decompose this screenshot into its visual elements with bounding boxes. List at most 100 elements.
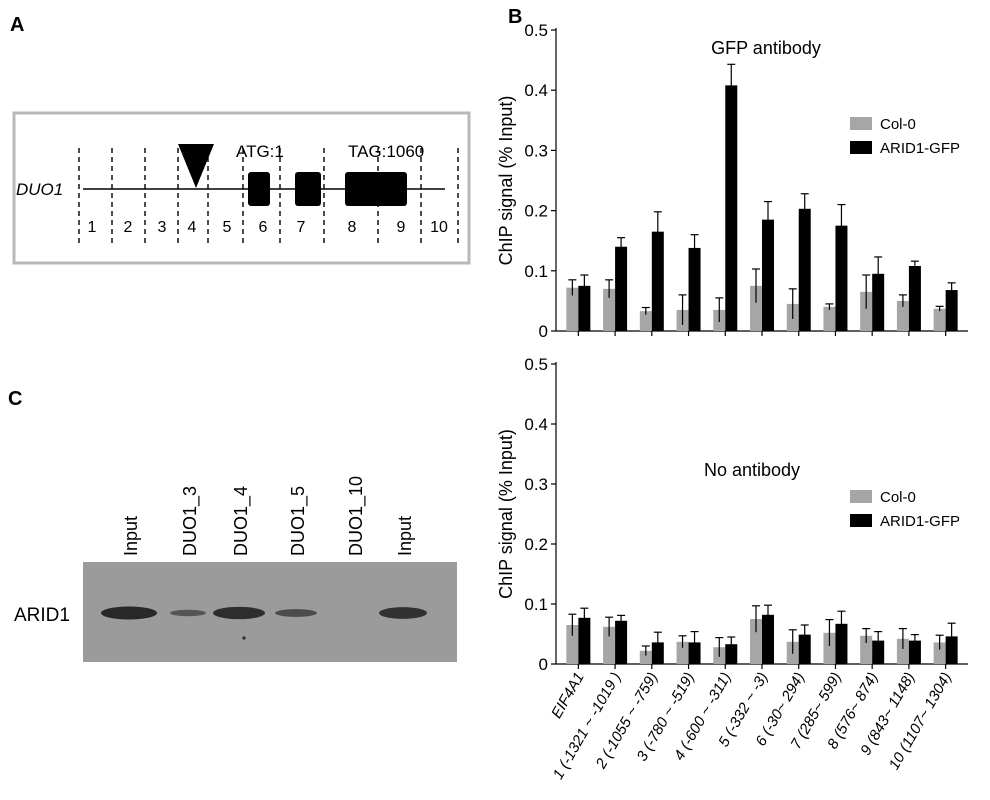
legend-label: ARID1-GFP	[880, 140, 960, 157]
bar-col0	[896, 300, 909, 331]
bar-col0	[933, 308, 946, 331]
lane-label: Input	[121, 516, 141, 556]
blot-band	[213, 606, 265, 620]
exon-2	[295, 172, 321, 206]
x-tick-label: 1 (-1321 ~ -1019 )	[550, 670, 625, 783]
exon-3	[345, 172, 407, 206]
chart-title: GFP antibody	[711, 38, 821, 58]
bar-arid1-gfp	[615, 246, 628, 331]
blot-speck	[242, 636, 246, 640]
y-tick-label: 0.1	[524, 595, 548, 614]
x-tick-label: 10 (1107~ 1304)	[886, 670, 955, 773]
y-tick-label: 0.4	[524, 415, 548, 434]
region-number: 3	[158, 219, 167, 236]
bar-col0	[603, 288, 616, 331]
region-number: 7	[297, 219, 306, 236]
bar-col0	[713, 309, 726, 331]
lane-labels: Input DUO1_3 DUO1_4 DUO1_5 DUO1_10 Input	[121, 476, 415, 556]
bar-arid1-gfp	[908, 640, 921, 664]
y-tick-label: 0.1	[524, 262, 548, 281]
y-tick-label: 0	[539, 322, 548, 341]
bar-col0	[823, 632, 836, 664]
region-number: 10	[430, 219, 448, 236]
exon-1	[248, 172, 270, 206]
legend-label: Col-0	[880, 489, 916, 506]
y-tick-label: 0.5	[524, 21, 548, 40]
y-tick-label: 0.3	[524, 475, 548, 494]
legend-label: Col-0	[880, 116, 916, 133]
blot-band	[170, 609, 206, 617]
legend-label: ARID1-GFP	[880, 513, 960, 530]
bar-arid1-gfp	[872, 273, 885, 331]
lane-label: Input	[395, 516, 415, 556]
bar-col0	[786, 641, 799, 664]
bar-col0	[566, 625, 579, 664]
legend-swatch	[850, 514, 872, 527]
x-tick-label: 4 (-600 ~ -311)	[671, 670, 735, 764]
region-number: 2	[124, 219, 133, 236]
bar-arid1-gfp	[725, 644, 738, 664]
x-tick-label: 5 (-332 ~ -3)	[715, 670, 771, 750]
chart-gfp-antibody: 0 0.1 0.2 0.3 0.4 0.5 ChIP signal (% Input) GFP…	[496, 21, 968, 341]
legend-swatch	[850, 117, 872, 130]
region-number: 6	[259, 219, 268, 236]
legend-swatch	[850, 141, 872, 154]
y-tick-label: 0.2	[524, 202, 548, 221]
y-axis-label: ChIP signal (% Input)	[496, 429, 516, 599]
chart-no-antibody: 0 0.1 0.2 0.3 0.4 0.5 ChIP signal (% Input) No …	[496, 355, 968, 674]
bar-arid1-gfp	[578, 617, 591, 664]
bar-col0	[786, 303, 799, 331]
lane-label: DUO1_3	[180, 486, 201, 556]
bar-arid1-gfp	[688, 642, 701, 664]
bar-arid1-gfp	[651, 231, 664, 331]
x-tick-label: 8 (576~ 874)	[824, 669, 881, 752]
bar-col0	[896, 638, 909, 664]
bar-arid1-gfp	[872, 640, 885, 664]
bar-arid1-gfp	[615, 620, 628, 664]
legend-swatch	[850, 490, 872, 503]
bar-arid1-gfp	[798, 634, 811, 664]
y-tick-label: 0.3	[524, 141, 548, 160]
lane-label: DUO1_10	[346, 476, 367, 556]
bar-arid1-gfp	[945, 636, 958, 664]
region-number: 5	[223, 219, 232, 236]
bar-col0	[860, 291, 873, 331]
bar-col0	[823, 306, 836, 331]
y-tick-label: 0	[539, 655, 548, 674]
chart-title: No antibody	[704, 460, 800, 480]
bar-col0	[676, 641, 689, 664]
region-number: 1	[88, 219, 97, 236]
panel-label-a: A	[10, 14, 25, 36]
lane-label: DUO1_4	[231, 486, 252, 556]
bar-arid1-gfp	[835, 225, 848, 331]
bar-col0	[676, 309, 689, 331]
bar-arid1-gfp	[578, 285, 591, 331]
bar-col0	[860, 635, 873, 664]
y-tick-label: 0.5	[524, 355, 548, 374]
x-tick-label: 9 (843~ 1148)	[857, 670, 918, 759]
x-tick-label: EIF4A1	[548, 670, 588, 722]
bar-col0	[639, 650, 652, 664]
blot-membrane	[83, 562, 457, 662]
x-tick-label: 6 (-30~ 294)	[752, 670, 808, 750]
bar-arid1-gfp	[945, 290, 958, 331]
x-tick-label: 7 (285~ 599)	[787, 669, 844, 752]
gene-name: DUO1	[16, 180, 63, 199]
bar-arid1-gfp	[688, 247, 701, 331]
bar-col0	[566, 287, 579, 331]
bar-col0	[933, 642, 946, 664]
bar-col0	[750, 285, 762, 331]
bar-arid1-gfp	[798, 208, 811, 331]
region-number: 9	[397, 219, 406, 236]
bar-arid1-gfp	[908, 265, 921, 331]
y-tick-label: 0.2	[524, 535, 548, 554]
region-number: 8	[348, 219, 357, 236]
lane-label: DUO1_5	[288, 486, 309, 556]
x-tick-label: 3 (-780 ~ -519)	[633, 669, 698, 764]
y-tick-label: 0.4	[524, 81, 548, 100]
gene-diagram-frame	[12, 111, 471, 265]
